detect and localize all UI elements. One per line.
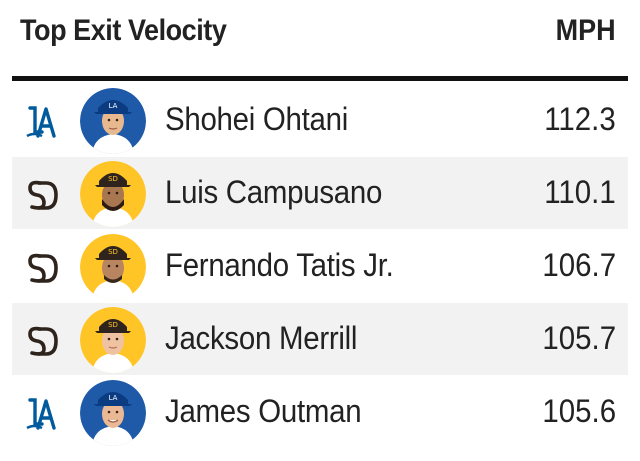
- svg-text:SD: SD: [108, 175, 118, 183]
- svg-text:SD: SD: [108, 321, 118, 329]
- svg-text:SD: SD: [108, 248, 118, 256]
- leaderboard-rows: LA Shohei Ohtani 112.3: [12, 84, 628, 449]
- player-name: Shohei Ohtani: [165, 101, 349, 137]
- dodgers-la-logo-icon: [24, 102, 58, 142]
- padres-sd-logo-icon: [24, 321, 58, 361]
- svg-text:LA: LA: [109, 394, 118, 402]
- player-headshot: SD: [80, 161, 146, 227]
- exit-velocity-value: 106.7: [542, 247, 616, 283]
- player-headshot: SD: [80, 234, 146, 300]
- player-name: Fernando Tatis Jr.: [165, 247, 394, 283]
- leaderboard-header: Top Exit Velocity MPH: [12, 0, 628, 76]
- player-name: Luis Campusano: [165, 174, 383, 210]
- player-headshot: LA: [80, 88, 146, 154]
- unit-column-header: MPH: [555, 14, 616, 47]
- table-row: LA Shohei Ohtani 112.3: [12, 84, 628, 157]
- exit-velocity-value: 110.1: [544, 174, 616, 210]
- table-row: SD Luis Campusano 110.1: [12, 157, 628, 230]
- player-headshot: SD: [80, 307, 146, 373]
- table-row: SD Jackson Merrill 105.7: [12, 303, 628, 376]
- player-name: James Outman: [165, 393, 362, 429]
- padres-sd-logo-icon: [24, 248, 58, 288]
- svg-text:LA: LA: [109, 102, 118, 110]
- table-row: SD Fernando Tatis Jr. 106.7: [12, 230, 628, 303]
- leaderboard-title: Top Exit Velocity: [20, 14, 227, 47]
- exit-velocity-value: 105.7: [542, 320, 616, 356]
- player-name: Jackson Merrill: [165, 320, 358, 356]
- table-row: LA James Outman 105.6: [12, 376, 628, 449]
- exit-velocity-value: 112.3: [544, 101, 616, 137]
- header-divider: [12, 76, 628, 81]
- dodgers-la-logo-icon: [24, 394, 58, 434]
- exit-velocity-value: 105.6: [542, 393, 616, 429]
- player-headshot: LA: [80, 380, 146, 446]
- padres-sd-logo-icon: [24, 175, 58, 215]
